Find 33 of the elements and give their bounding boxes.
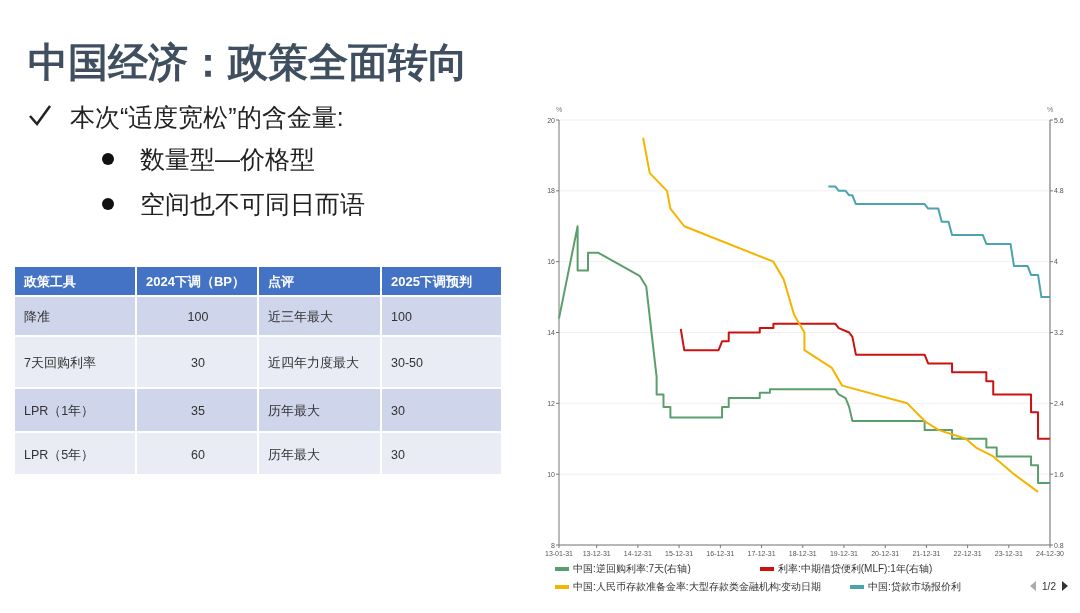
text: 近四年力度最大 bbox=[268, 355, 359, 370]
legend-label: 中国:人民币存款准备金率:大型存款类金融机构:变动日期 bbox=[573, 581, 822, 592]
text: 点评 bbox=[268, 274, 294, 289]
legend-label: 中国:贷款市场报价利 bbox=[868, 581, 961, 592]
text: 35 bbox=[191, 404, 205, 418]
text: 历年最大 bbox=[268, 404, 320, 418]
line-series bbox=[558, 225, 1051, 485]
text: LPR（1年） bbox=[24, 404, 95, 418]
text: 历年最大 bbox=[268, 447, 320, 462]
legend-label: 中国:逆回购利率:7天(右轴) bbox=[573, 563, 691, 574]
text: 中国经济：政策全面转向 bbox=[28, 40, 468, 84]
text: 100 bbox=[391, 310, 412, 324]
line-series bbox=[679, 322, 1051, 440]
text: 100 bbox=[187, 310, 209, 324]
text: 7天回购利率 bbox=[24, 355, 96, 370]
text: 2025下调预判 bbox=[391, 274, 472, 289]
text: 数量型—价格型 bbox=[140, 145, 315, 173]
text: 30 bbox=[191, 356, 205, 370]
legend-label: 利率:中期借贷便利(MLF):1年(右轴) bbox=[778, 563, 933, 574]
text: 60 bbox=[191, 447, 205, 462]
text: 2024下调（BP） bbox=[146, 274, 245, 289]
text: 30 bbox=[391, 447, 405, 462]
line-series bbox=[827, 185, 1051, 299]
line-series bbox=[642, 136, 1040, 493]
text: 政策工具 bbox=[23, 274, 76, 289]
text: 空间也不可同日而语 bbox=[140, 190, 365, 218]
text: 1/2 bbox=[1042, 581, 1057, 592]
text: 30 bbox=[391, 404, 405, 418]
text: 降准 bbox=[24, 310, 50, 324]
text: LPR（5年） bbox=[24, 447, 95, 462]
text: 30-50 bbox=[391, 356, 424, 370]
text: 近三年最大 bbox=[268, 310, 333, 324]
text: 本次“适度宽松”的含金量: bbox=[70, 103, 344, 131]
